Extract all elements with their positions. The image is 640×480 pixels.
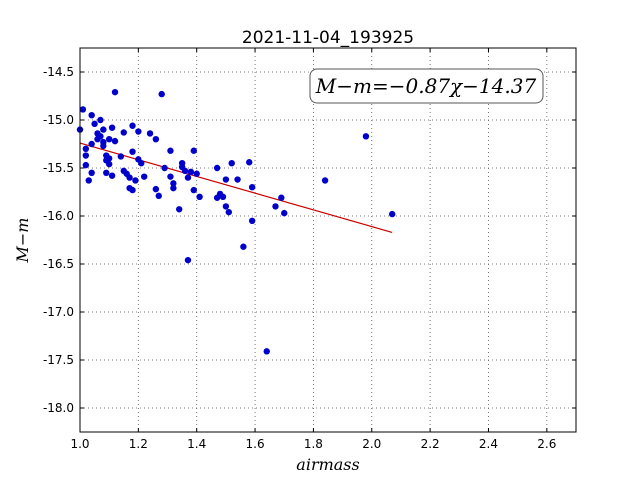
data-point: [91, 120, 98, 128]
data-point: [140, 173, 148, 180]
data-point: [225, 208, 232, 216]
y-tick-label: -15.5: [43, 161, 74, 175]
y-axis-label: M−m: [13, 218, 32, 264]
x-tick-label: 1.2: [129, 437, 148, 451]
data-point: [184, 174, 192, 181]
y-tick-label: -15.0: [43, 113, 74, 127]
y-tick-label: -16.5: [43, 257, 74, 271]
data-point: [158, 90, 165, 98]
data-point: [222, 176, 230, 183]
data-point: [167, 173, 174, 180]
data-point: [213, 164, 221, 172]
data-point: [240, 243, 247, 250]
x-tick-label: 1.8: [304, 437, 323, 451]
data-point: [88, 112, 95, 119]
x-tick-label: 1.0: [70, 437, 89, 451]
data-point: [184, 256, 192, 264]
x-tick-label: 2.0: [362, 437, 381, 451]
data-point: [117, 153, 125, 160]
data-point: [132, 177, 139, 184]
data-point: [129, 186, 136, 194]
data-point: [234, 176, 241, 183]
data-point: [105, 155, 113, 162]
x-tick-label: 2.2: [421, 437, 440, 451]
data-point: [155, 192, 162, 200]
data-point: [105, 160, 113, 168]
fit-equation: M−m=−0.87χ−14.37: [315, 74, 537, 98]
data-point: [176, 206, 183, 213]
data-point: [272, 203, 279, 210]
data-point: [228, 160, 235, 167]
data-point: [97, 133, 104, 140]
fit-line-group: [79, 142, 393, 233]
data-point: [170, 180, 177, 187]
data-point: [190, 186, 197, 194]
data-point: [248, 184, 256, 191]
x-tick-label: 2.6: [537, 437, 556, 451]
data-point: [152, 185, 160, 193]
x-tick-label: 1.4: [187, 437, 206, 451]
data-points: [76, 88, 396, 355]
y-tick-label: -14.5: [43, 65, 74, 79]
data-point: [152, 136, 160, 143]
y-ticks: -14.5 -15.0 -15.5 -16.0 -16.5 -17.0 -17.5 -18.0: [43, 65, 576, 415]
fit-line: [79, 142, 393, 233]
data-point: [100, 126, 107, 133]
data-point: [263, 348, 270, 355]
data-point: [135, 128, 142, 135]
data-point: [321, 177, 329, 184]
x-axis-label: airmass: [296, 455, 359, 474]
data-point: [111, 88, 119, 96]
data-point: [187, 168, 195, 176]
data-point: [79, 106, 87, 113]
data-point: [88, 140, 95, 148]
data-point: [388, 210, 396, 218]
data-point: [146, 130, 154, 137]
data-point: [100, 142, 107, 150]
data-point: [82, 161, 90, 169]
data-point: [108, 172, 116, 179]
y-tick-label: -18.0: [43, 401, 74, 415]
data-point: [222, 203, 230, 210]
x-ticks: 1.0 1.2 1.4 1.6 1.8 2.0 2.2 2.4 2.6: [70, 48, 556, 451]
data-point: [111, 137, 119, 145]
chart-title: 2021-11-04_193925: [242, 28, 414, 48]
data-point: [88, 169, 95, 176]
data-point: [281, 209, 288, 217]
x-tick-label: 2.4: [479, 437, 498, 451]
data-point: [170, 184, 177, 192]
plot-frame: [79, 47, 577, 433]
data-point: [82, 152, 90, 159]
data-point: [362, 133, 370, 140]
data-point: [167, 147, 174, 154]
data-point: [129, 122, 136, 129]
data-point: [103, 169, 110, 176]
y-tick-label: -17.0: [43, 305, 74, 319]
data-point: [193, 170, 200, 177]
equation-box: M−m=−0.87χ−14.37: [309, 68, 544, 104]
data-point: [246, 159, 253, 166]
data-point: [126, 174, 133, 181]
data-point: [138, 160, 145, 167]
data-point: [161, 164, 168, 172]
data-point: [129, 148, 136, 155]
data-point: [181, 167, 189, 175]
data-point: [190, 147, 197, 154]
data-point: [82, 145, 90, 152]
data-point: [196, 193, 203, 200]
data-point: [108, 124, 116, 131]
data-point: [278, 194, 285, 201]
y-tick-label: -17.5: [43, 353, 74, 367]
data-point: [97, 116, 104, 124]
y-tick-label: -16.0: [43, 209, 74, 223]
data-point: [120, 129, 127, 136]
data-point: [219, 193, 227, 200]
data-point: [248, 217, 256, 224]
data-point: [105, 136, 113, 143]
data-point: [85, 177, 92, 184]
grid-lines: [79, 48, 576, 432]
x-tick-label: 1.6: [246, 437, 265, 451]
